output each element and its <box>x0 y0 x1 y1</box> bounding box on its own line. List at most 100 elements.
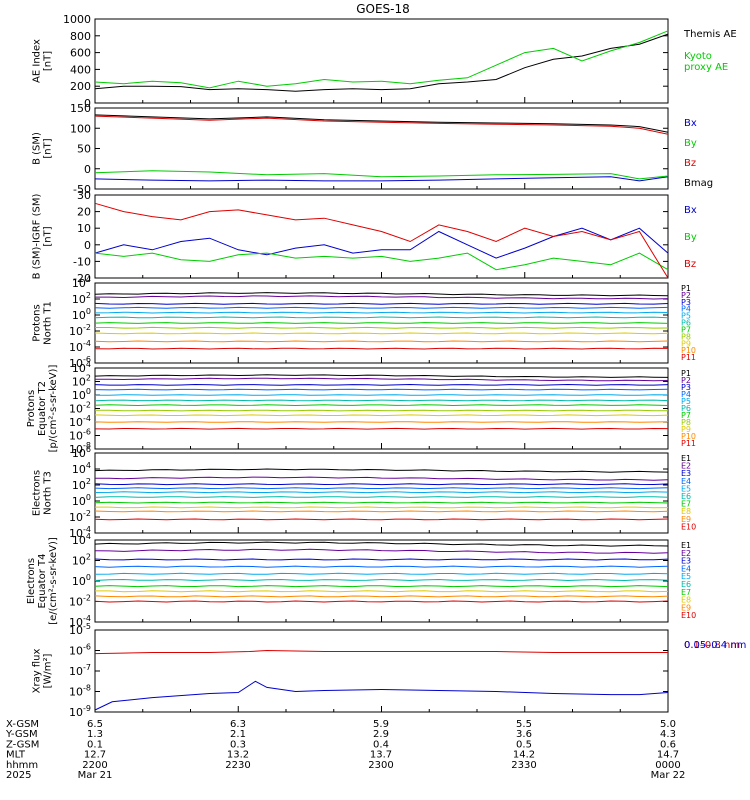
channel-e7 <box>94 501 669 504</box>
panel-frame <box>94 194 669 279</box>
x-axis-value: 0.4 <box>373 739 389 750</box>
plot-title: GOES-18 <box>356 2 410 16</box>
y-tick-label: 10-6 <box>69 355 91 370</box>
series-by <box>94 252 669 271</box>
x-axis-row-label: Z-GSM <box>6 739 39 750</box>
channel-p11 <box>94 427 669 430</box>
channel-e3 <box>94 558 669 561</box>
y-tick-label: 104 <box>72 275 91 290</box>
legend-channel: P1 <box>681 284 691 293</box>
legend-label: By <box>684 232 697 243</box>
y-tick-label: 104 <box>72 360 91 375</box>
legend-channel: E7 <box>681 588 691 597</box>
series-kyoto-proxy-ae <box>94 30 669 89</box>
y-tick-label: 100 <box>72 573 91 588</box>
legend-channel: P4 <box>681 390 691 399</box>
legend-channel: E2 <box>681 462 691 471</box>
channel-p11 <box>94 347 669 350</box>
channel-p9 <box>94 332 669 335</box>
legend-channel: E5 <box>681 484 691 493</box>
legend-channel: P5 <box>681 397 691 406</box>
x-axis-row-label: 2025 <box>6 770 31 781</box>
channel-e1 <box>94 541 669 547</box>
legend-channel: P4 <box>681 305 691 314</box>
y-tick-label: 100 <box>72 307 91 322</box>
x-axis-value: 5.9 <box>373 719 389 730</box>
y-tick-label: 0 <box>84 97 91 110</box>
channel-e10 <box>94 600 669 603</box>
x-axis-value: 2300 <box>368 760 393 771</box>
y-tick-label: 200 <box>70 80 91 93</box>
y-tick-label: 10 <box>77 222 91 235</box>
legend-channel: P5 <box>681 312 691 321</box>
y-tick-label: 800 <box>70 30 91 43</box>
legend-label: Kyoto <box>684 51 712 62</box>
legend-channel: P10 <box>681 432 696 441</box>
y-tick-label: 10-4 <box>69 614 91 629</box>
y-axis-label: B (SM) <box>32 132 43 165</box>
legend-channel: E1 <box>681 454 691 463</box>
y-axis-label: [e/(cm²-s-sr-keV)] <box>48 537 59 625</box>
x-axis-value: 4.3 <box>660 729 676 740</box>
y-tick-label: 10-8 <box>69 441 91 456</box>
x-axis-value: 12.7 <box>84 750 106 761</box>
legend-channel: P6 <box>681 319 691 328</box>
x-axis-value: 0.6 <box>660 739 676 750</box>
panel-bsm: 150 100 50 0 -50 B (SM) [nT] Bx By Bz Bmag <box>32 102 714 196</box>
y-tick-label: 10-2 <box>69 594 91 609</box>
y-tick-label: 10-9 <box>69 704 91 719</box>
x-axis-value: 0.3 <box>230 739 246 750</box>
channel-p3 <box>94 302 669 305</box>
series-by <box>94 170 669 180</box>
channel-p5 <box>94 311 669 314</box>
y-axis-label: Electrons <box>32 470 43 516</box>
y-tick-label: 102 <box>72 477 91 492</box>
y-tick-label: 10-5 <box>69 622 91 637</box>
channel-p7 <box>94 404 669 407</box>
panel-frame <box>94 452 669 534</box>
channel-e2 <box>94 548 669 554</box>
legend-channel: E6 <box>681 492 691 501</box>
y-axis-label: [p/(cm²-s-sr-keV)] <box>48 365 59 453</box>
x-axis-value: 0.1 <box>87 739 103 750</box>
channel-e6 <box>94 496 669 498</box>
x-axis-value: Mar 21 <box>78 770 113 781</box>
y-axis-label: [nT] <box>43 138 54 158</box>
x-axis-value: 6.5 <box>87 719 103 730</box>
y-tick-label: 100 <box>72 387 91 402</box>
y-tick-label: -10 <box>73 255 91 268</box>
channel-e9 <box>94 510 669 513</box>
legend-channel: E6 <box>681 580 691 589</box>
y-tick-label: 50 <box>77 143 91 156</box>
x-axis-value: 14.2 <box>513 750 535 761</box>
y-tick-label: 102 <box>72 553 91 568</box>
y-tick-label: 10-4 <box>69 339 91 354</box>
series-0-05-0-4-nm <box>94 680 669 711</box>
series-bz <box>94 202 669 279</box>
y-tick-label: 10-7 <box>69 663 91 678</box>
legend-label: Bx <box>684 205 697 216</box>
channel-p10 <box>94 340 669 343</box>
legend-channel: P11 <box>681 353 696 362</box>
x-axis-value: 6.3 <box>230 719 246 730</box>
channel-p6 <box>94 316 669 319</box>
legend-channel: P10 <box>681 346 696 355</box>
legend-channel: E10 <box>681 611 696 620</box>
y-axis-label: [nT] <box>43 226 54 246</box>
channel-e5 <box>94 491 669 494</box>
channel-e5 <box>94 572 669 575</box>
legend-channel: P6 <box>681 404 691 413</box>
y-tick-label: 1000 <box>63 13 91 26</box>
channel-p5 <box>94 394 669 396</box>
y-tick-label: 100 <box>70 122 91 135</box>
series-0-1-0-8-nm <box>94 649 668 655</box>
y-axis-label: B (SM)-IGRF (SM) <box>32 194 43 280</box>
x-axis-value: 0.5 <box>516 739 532 750</box>
x-axis-row-label: Y-GSM <box>5 729 38 740</box>
channel-p1 <box>94 374 669 378</box>
series-bmag <box>94 114 669 133</box>
legend-channel: P3 <box>681 298 691 307</box>
